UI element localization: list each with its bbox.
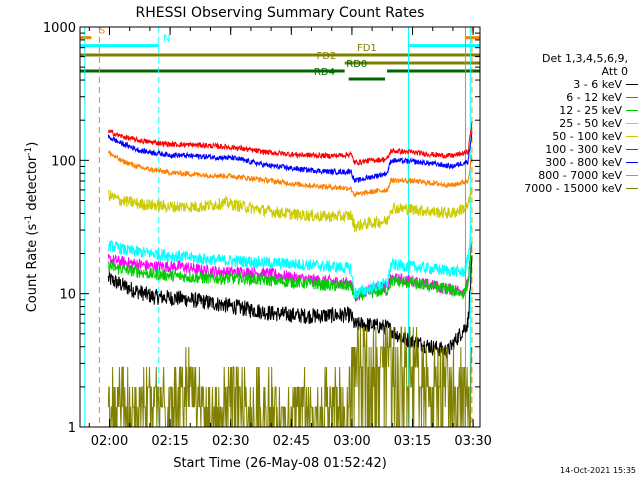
legend-entry-label: 800 - 7000 keV — [538, 169, 622, 182]
x-axis-label: Start Time (26-May-08 01:52:42) — [173, 456, 387, 471]
y-axis-label: Count Rate (s-1 detector-1) — [24, 142, 40, 313]
legend-entry-swatch — [626, 188, 638, 189]
legend-entry-label: 100 - 300 keV — [545, 143, 622, 156]
y-axis-label-end: ) — [25, 142, 40, 147]
legend-entry: 25 - 50 keV — [478, 117, 638, 130]
y-axis-label-sup2: -1 — [24, 147, 34, 156]
y-axis-label-sup1: -1 — [24, 215, 34, 224]
legend-header-line2: Att 0 — [601, 65, 628, 78]
legend-entry-swatch — [626, 162, 638, 163]
legend-entry: 7000 - 15000 keV — [478, 182, 638, 195]
x-tick-label: 02:45 — [273, 434, 310, 449]
series-line-100-300-kev — [108, 121, 473, 167]
flag-n-label: N — [163, 34, 170, 45]
legend-entry-swatch — [626, 175, 638, 176]
series-line-300-800-kev — [107, 131, 473, 183]
legend-entry-label: 7000 - 15000 keV — [524, 182, 622, 195]
x-tick-label: 03:00 — [333, 434, 370, 449]
legend-entry-swatch — [626, 110, 638, 111]
x-tick-label: 03:30 — [454, 434, 491, 449]
legend-entry-swatch — [626, 136, 638, 137]
axis-ticks: 02:00 02:15 02:30 02:45 03:00 03:15 03:30 1 10 10… — [43, 21, 492, 449]
x-tick-label: 02:30 — [212, 434, 249, 449]
legend-entry-label: 6 - 12 keV — [566, 91, 622, 104]
legend-entry: 6 - 12 keV — [478, 91, 638, 104]
y-tick-label: 100 — [51, 154, 76, 169]
x-tick-label: 02:00 — [91, 434, 128, 449]
series-line-6-12-kev — [107, 244, 473, 303]
legend-entry-swatch — [626, 123, 638, 124]
y-tick-label: 10 — [59, 288, 76, 303]
y-tick-label: 1 — [68, 421, 76, 436]
series-lines — [107, 121, 473, 428]
legend-entry: 300 - 800 keV — [478, 156, 638, 169]
x-tick-label: 03:15 — [394, 434, 431, 449]
series-line-25-50-kev — [107, 224, 473, 299]
legend-entry: 50 - 100 keV — [478, 130, 638, 143]
series-line-50-100-kev — [107, 187, 473, 233]
y-axis-label-main: Count Rate (s — [25, 224, 40, 313]
series-line-12-25-kev — [107, 242, 473, 301]
legend: Det 1,3,4,5,6,9, Att 0 3 - 6 keV 6 - 12 k… — [478, 52, 638, 195]
series-line-800-7000-kev — [107, 150, 473, 198]
x-tick-label: 02:15 — [151, 434, 188, 449]
legend-entry-swatch — [626, 84, 638, 85]
y-axis-label-mid: detector — [25, 155, 40, 215]
legend-entry-label: 25 - 50 keV — [559, 117, 622, 130]
flag-fd1-label: FD1 — [357, 43, 377, 54]
legend-entry-label: 3 - 6 keV — [573, 78, 622, 91]
legend-entry-label: 300 - 800 keV — [545, 156, 622, 169]
series-line-3-6-kev — [107, 255, 473, 359]
legend-entries: 3 - 6 keV 6 - 12 keV 12 - 25 keV 25 - 50 ke… — [478, 78, 638, 195]
flag-rd4-label: RD4 — [314, 67, 335, 78]
legend-entry-swatch — [626, 149, 638, 150]
generation-timestamp: 14-Oct-2021 15:35 — [560, 466, 636, 475]
flag-fd2-label: FD2 — [317, 51, 337, 62]
legend-entry: 800 - 7000 keV — [478, 169, 638, 182]
legend-entry-label: 12 - 25 keV — [559, 104, 622, 117]
flag-rd0-label: RD0 — [346, 59, 367, 70]
series-line-7000-15000-kev — [107, 326, 472, 428]
legend-entry-label: 50 - 100 keV — [552, 130, 622, 143]
legend-entry: 100 - 300 keV — [478, 143, 638, 156]
flag-s-label: S — [99, 26, 105, 37]
y-tick-label: 1000 — [43, 21, 76, 36]
flag-lines: S N FD1 FD2 RD0 RD4 — [80, 26, 480, 81]
plot-frame — [79, 26, 481, 428]
chart-title: RHESSI Observing Summary Count Rates — [136, 5, 425, 21]
legend-entry: 12 - 25 keV — [478, 104, 638, 117]
legend-header-line1: Det 1,3,4,5,6,9, — [541, 52, 628, 65]
legend-entry: 3 - 6 keV — [478, 78, 638, 91]
legend-entry-swatch — [626, 97, 638, 98]
